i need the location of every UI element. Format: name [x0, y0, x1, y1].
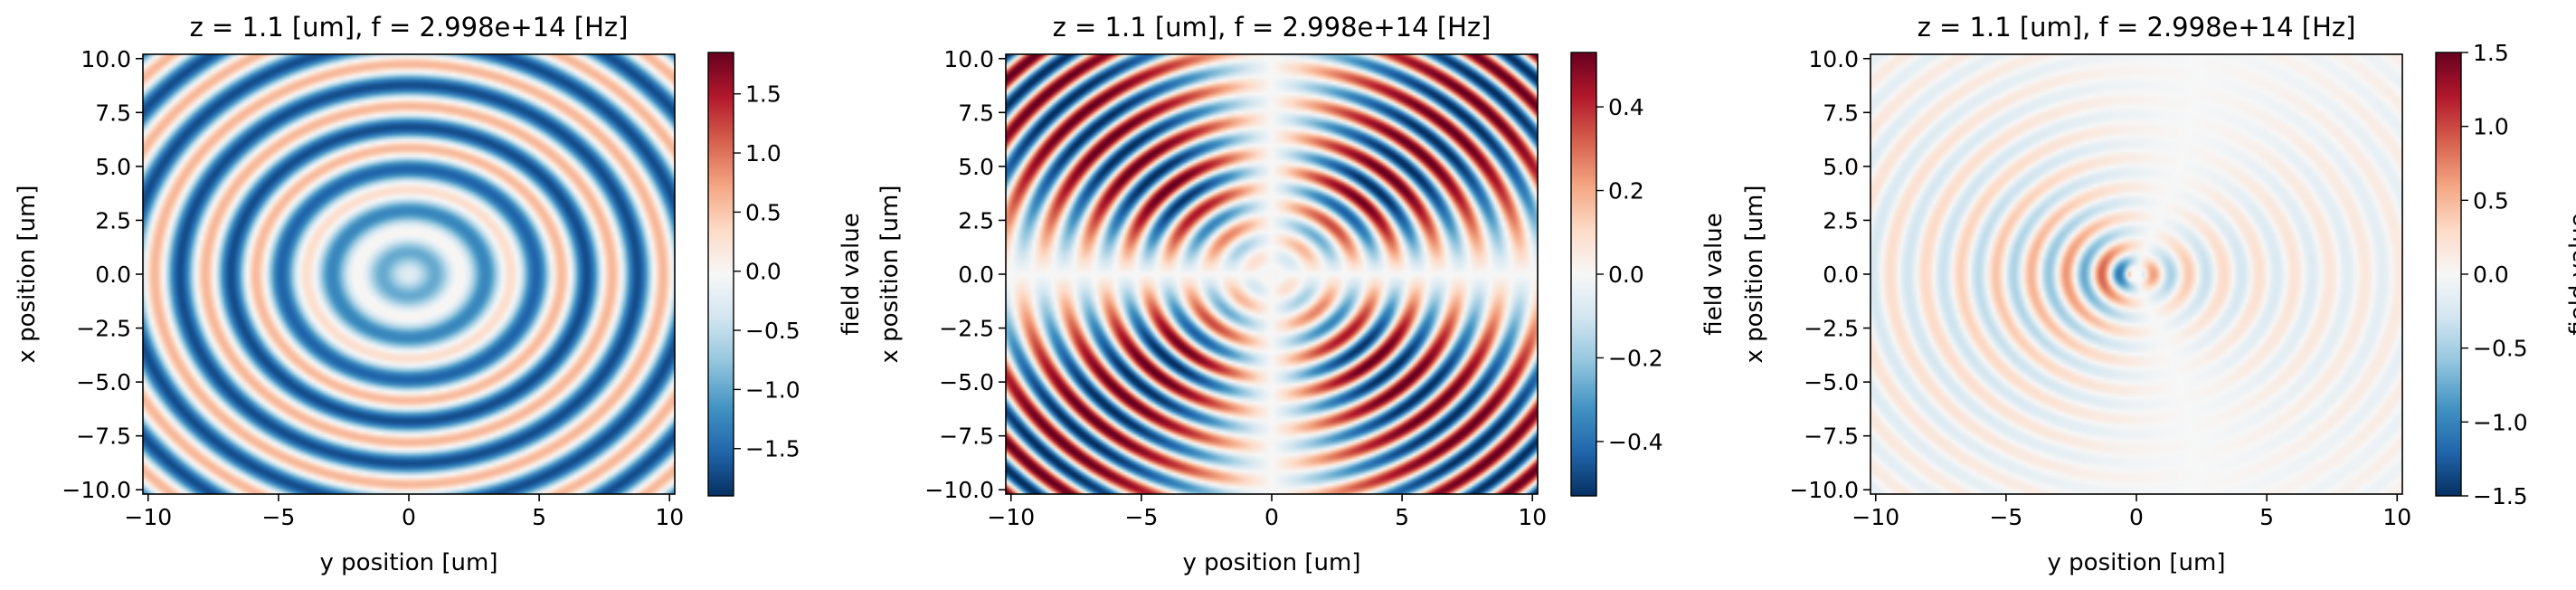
- y-tick-label: 10.0: [80, 46, 131, 72]
- y-axis-label: x position [um]: [1741, 186, 1768, 364]
- colorbar-gradient: [1571, 52, 1596, 496]
- x-tick-label: 0: [2129, 504, 2144, 530]
- y-tick-label: 2.5: [958, 207, 994, 233]
- y-axis-label: x position [um]: [14, 186, 41, 364]
- colorbar-gradient: [708, 52, 734, 496]
- colorbar-tick-label: 0.0: [1608, 262, 1644, 288]
- y-tick-label: −7.5: [1804, 423, 1859, 450]
- y-tick-label: −2.5: [939, 316, 994, 342]
- x-tick-label: 5: [2259, 504, 2274, 530]
- colorbar-tick-label: 0.5: [745, 199, 781, 225]
- colorbar-tick-label: 1.5: [2473, 40, 2509, 66]
- y-tick-label: 7.5: [958, 100, 994, 126]
- y-tick-label: −2.5: [76, 316, 131, 342]
- y-tick-label: 7.5: [1823, 100, 1859, 126]
- colorbar-tick-label: −1.0: [745, 376, 800, 403]
- colorbar-label: field value: [838, 213, 865, 335]
- y-tick-label: 5.0: [95, 154, 131, 180]
- chart-title: z = 1.1 [um], f = 2.998e+14 [Hz]: [190, 12, 629, 43]
- y-tick-label: 2.5: [95, 207, 131, 233]
- x-tick-label: −5: [261, 504, 295, 530]
- y-tick-label: 2.5: [1823, 207, 1859, 233]
- heatmap-field-image: [1870, 54, 2402, 494]
- x-tick-label: 10: [1518, 504, 1547, 530]
- colorbar-tick-label: −0.4: [1608, 429, 1663, 455]
- colorbar-tick-label: 1.0: [745, 140, 781, 167]
- x-tick-label: 0: [1264, 504, 1279, 530]
- y-tick-label: 7.5: [95, 100, 131, 126]
- colorbar-tick-label: 0.4: [1608, 94, 1644, 120]
- y-tick-label: 5.0: [1823, 154, 1859, 180]
- y-tick-label: −5.0: [76, 369, 131, 395]
- x-tick-label: −10: [987, 504, 1035, 530]
- colorbar-tick-label: −0.5: [2473, 336, 2528, 362]
- colorbar-tick-label: −1.5: [745, 436, 800, 462]
- x-axis-label: y position [um]: [2048, 549, 2226, 576]
- colorbar-tick-label: −0.2: [1608, 345, 1663, 371]
- colorbar-frame: [707, 52, 734, 497]
- x-tick-label: −10: [124, 504, 172, 530]
- y-axis-label: x position [um]: [876, 186, 904, 364]
- y-tick-label: 0.0: [95, 262, 131, 288]
- x-tick-label: 5: [1395, 504, 1409, 530]
- x-tick-label: 10: [2382, 504, 2411, 530]
- x-tick-label: 0: [402, 504, 416, 530]
- x-tick-label: 10: [655, 504, 684, 530]
- y-tick-label: 0.0: [958, 262, 994, 288]
- y-tick-label: −10.0: [1789, 477, 1859, 503]
- y-tick-label: −5.0: [939, 369, 994, 395]
- y-tick-label: 10.0: [943, 46, 994, 72]
- y-tick-label: −10.0: [924, 477, 994, 503]
- y-tick-label: −7.5: [939, 423, 994, 450]
- x-axis-label: y position [um]: [1183, 549, 1361, 576]
- colorbar-tick-label: 0.0: [2473, 262, 2509, 288]
- colorbar-tick-label: 1.5: [745, 81, 781, 108]
- colorbar-tick-label: 0.0: [745, 259, 781, 285]
- y-tick-label: −2.5: [1804, 316, 1859, 342]
- heatmap-field-image: [143, 54, 675, 494]
- colorbar-tick-label: 0.5: [2473, 187, 2509, 214]
- y-tick-label: −5.0: [1804, 369, 1859, 395]
- colorbar-label: field value: [2565, 213, 2576, 335]
- y-tick-label: 5.0: [958, 154, 994, 180]
- y-tick-label: −7.5: [76, 423, 131, 450]
- colorbar-tick-label: −0.5: [745, 318, 800, 344]
- colorbar-tick-label: 0.2: [1608, 178, 1644, 205]
- panel-2: z = 1.1 [um], f = 2.998e+14 [Hz] −10 −5 0 5 1…: [876, 12, 1728, 576]
- x-tick-label: −5: [1124, 504, 1158, 530]
- y-tick-label: 0.0: [1823, 262, 1859, 288]
- panel-1: z = 1.1 [um], f = 2.998e+14 [Hz] −10 −5 0 5 1…: [14, 12, 865, 576]
- x-tick-label: −5: [1989, 504, 2022, 530]
- chart-title: z = 1.1 [um], f = 2.998e+14 [Hz]: [1053, 12, 1492, 43]
- colorbar-tick-label: 1.0: [2473, 114, 2509, 140]
- colorbar-label: field value: [1700, 213, 1728, 335]
- y-tick-label: −10.0: [62, 477, 131, 503]
- colorbar-gradient: [2436, 52, 2461, 496]
- heatmap-field-image: [1006, 54, 1538, 494]
- x-axis-label: y position [um]: [320, 549, 498, 576]
- x-tick-label: 5: [532, 504, 546, 530]
- x-tick-label: −10: [1852, 504, 1899, 530]
- chart-title: z = 1.1 [um], f = 2.998e+14 [Hz]: [1918, 12, 2356, 43]
- colorbar-tick-label: −1.5: [2473, 483, 2528, 509]
- colorbar-tick-label: −1.0: [2473, 409, 2528, 435]
- panel-3: z = 1.1 [um], f = 2.998e+14 [Hz] −10 −5 0 5 1…: [1741, 12, 2576, 576]
- y-tick-label: 10.0: [1808, 46, 1859, 72]
